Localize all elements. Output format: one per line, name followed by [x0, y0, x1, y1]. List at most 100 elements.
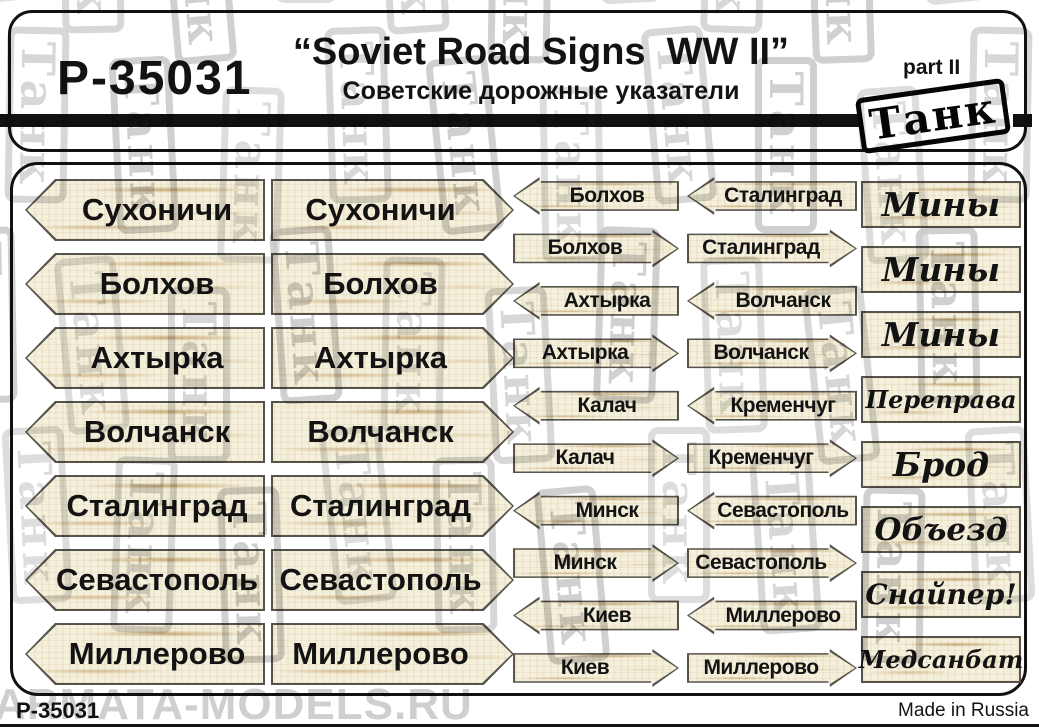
wood-texture [273, 255, 512, 313]
road-sign-small: Минск [513, 491, 679, 530]
page-title: “Soviet Road Signs WW II” [292, 31, 790, 73]
warning-sign: Снайпер! [861, 571, 1021, 618]
road-sign-small: Минск [513, 544, 679, 583]
road-sign-small: Миллерово [687, 596, 857, 635]
column-large-left-arrows: Сухоничи Болхов Ахтырка Волчанск Сталинг… [25, 179, 265, 685]
wood-texture [515, 493, 677, 528]
wood-texture [863, 443, 1019, 486]
wood-texture [27, 551, 263, 609]
road-sign-large-left: Волчанск [25, 401, 265, 463]
road-sign-small: Кременчуг [687, 439, 857, 478]
part-label: part II [903, 56, 961, 79]
road-sign-large-right: Севастополь [271, 549, 514, 611]
road-sign-small: Волчанск [687, 334, 857, 373]
wood-texture [515, 388, 677, 423]
road-sign-small: Сталинград [687, 229, 857, 268]
road-sign-small: Миллерово [687, 648, 857, 687]
road-sign-small: Севастополь [687, 544, 857, 583]
wood-texture [689, 179, 855, 213]
wood-texture [689, 650, 855, 685]
wood-texture [515, 441, 677, 476]
road-sign-small: Калач [513, 439, 679, 478]
header-title-block: “Soviet Road Signs WW II” Советские доро… [251, 31, 831, 106]
wood-texture [863, 248, 1019, 291]
road-sign-large-left: Ахтырка [25, 327, 265, 389]
column-small-arrows-left: Болхов Болхов Ахтырка Ахтырка Калач Кала… [513, 177, 679, 687]
road-sign-small: Калач [513, 386, 679, 425]
road-sign-small: Волчанск [687, 281, 857, 320]
wood-texture [27, 329, 263, 387]
wood-texture [515, 546, 677, 581]
decal-sheet: Сухоничи Болхов Ахтырка Волчанск Сталинг… [10, 162, 1027, 696]
wood-texture [689, 283, 855, 318]
wood-texture [27, 625, 263, 683]
wood-texture [273, 625, 512, 683]
wood-texture [515, 283, 677, 318]
column-warning-signs: Мины Мины Мины Переправа Брод Объезд Сна… [859, 181, 1023, 683]
road-sign-large-right: Волчанск [271, 401, 514, 463]
warning-sign: Мины [861, 246, 1021, 293]
road-sign-small: Сталинград [687, 177, 857, 215]
road-sign-small: Болхов [513, 229, 679, 268]
road-sign-large-right: Сухоничи [271, 179, 514, 241]
wood-texture [863, 573, 1019, 616]
wood-texture [689, 336, 855, 371]
column-large-right-arrows: Сухоничи Болхов Ахтырка Волчанск Сталинг… [271, 179, 514, 685]
divider-bar [0, 114, 868, 127]
wood-texture [863, 183, 1019, 226]
wood-texture [515, 179, 677, 213]
wood-texture [689, 231, 855, 266]
wood-texture [689, 493, 855, 528]
made-in-label: Made in Russia [898, 700, 1029, 721]
warning-sign: Брод [861, 441, 1021, 488]
road-sign-small: Киев [513, 596, 679, 635]
brand-watermark-stamp: Танк [907, 0, 989, 6]
wood-texture [27, 477, 263, 535]
road-sign-large-left: Миллерово [25, 623, 265, 685]
wood-texture [273, 329, 512, 387]
wood-texture [515, 650, 677, 685]
road-sign-large-right: Ахтырка [271, 327, 514, 389]
wood-texture [689, 388, 855, 423]
road-sign-large-right: Миллерово [271, 623, 514, 685]
road-sign-large-left: Сухоничи [25, 179, 265, 241]
road-sign-small: Севастополь [687, 491, 857, 530]
brand-watermark-stamp: Танк [591, 0, 663, 5]
bottom-border-line [0, 724, 1039, 727]
wood-texture [689, 546, 855, 581]
road-sign-large-left: Болхов [25, 253, 265, 315]
wood-texture [515, 231, 677, 266]
wood-texture [689, 441, 855, 476]
wood-texture [273, 181, 512, 239]
road-sign-large-right: Болхов [271, 253, 514, 315]
road-sign-large-left: Сталинград [25, 475, 265, 537]
page-subtitle: Советские дорожные указатели [342, 77, 740, 105]
divider-bar-end [1013, 114, 1032, 127]
wood-texture [27, 255, 263, 313]
wood-texture [515, 598, 677, 633]
wood-texture [515, 336, 677, 371]
wood-texture [27, 181, 263, 239]
wood-texture [273, 551, 512, 609]
header: P-35031 “Soviet Road Signs WW II” Советс… [8, 10, 1027, 152]
wood-texture [273, 477, 512, 535]
wood-texture [273, 403, 512, 461]
warning-sign: Переправа [861, 376, 1021, 423]
wood-texture [863, 508, 1019, 551]
warning-sign: Медсанбат [859, 636, 1023, 683]
road-sign-small: Ахтырка [513, 281, 679, 320]
road-sign-small: Ахтырка [513, 334, 679, 373]
road-sign-small: Кременчуг [687, 386, 857, 425]
road-sign-small: Киев [513, 648, 679, 687]
warning-sign: Мины [861, 311, 1021, 358]
brand-watermark-stamp: Танк [275, 0, 337, 3]
road-sign-small: Болхов [513, 177, 679, 215]
wood-texture [863, 378, 1019, 421]
wood-texture [689, 598, 855, 633]
brand-watermark-stamp: Танк [0, 0, 26, 6]
road-sign-large-left: Севастополь [25, 549, 265, 611]
road-sign-large-right: Сталинград [271, 475, 514, 537]
wood-texture [863, 313, 1019, 356]
warning-sign: Объезд [861, 506, 1021, 553]
